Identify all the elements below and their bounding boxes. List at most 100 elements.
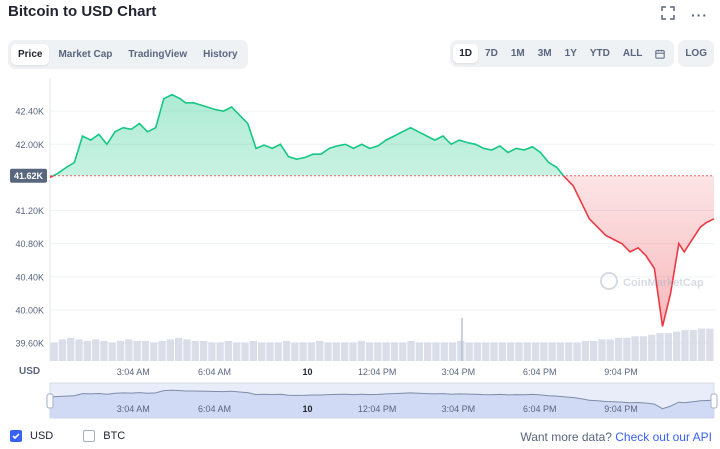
volume-bar — [141, 340, 150, 361]
volume-bar — [424, 342, 432, 361]
range-selector: 1D 7D 1M 3M 1Y YTD ALL LOG — [450, 40, 714, 67]
navigator-tick-label: 12:04 PM — [358, 404, 397, 414]
volume-bar — [357, 340, 365, 361]
price-chart[interactable]: 42.40K 42.00K 41.20K 40.80K 40.40K 40.00K 39.6… — [0, 0, 720, 425]
x-axis: 3:04 AM 6:04 AM 10 12:04 PM 3:04 PM 6:04 PM 9:… — [117, 367, 638, 377]
volume-bar — [399, 342, 407, 361]
range-group: 1D 7D 1M 3M 1Y YTD ALL — [450, 40, 675, 67]
volume-bar — [382, 342, 390, 361]
volume-bar — [349, 342, 357, 361]
volume-bar — [706, 328, 714, 361]
volume-bar — [407, 340, 415, 361]
log-scale-button[interactable]: LOG — [678, 40, 714, 67]
volume-bar — [507, 342, 515, 361]
volume-bar — [175, 337, 183, 361]
range-3m[interactable]: 3M — [537, 48, 552, 59]
volume-bar — [100, 340, 108, 361]
api-promo: Want more data? Check out our API — [520, 430, 712, 444]
fullscreen-icon[interactable] — [661, 6, 675, 23]
more-icon[interactable]: ··· — [691, 6, 708, 23]
navigator-tick-label: 3:04 PM — [442, 404, 476, 414]
area-fill-down — [50, 175, 714, 327]
range-1d[interactable]: 1D — [453, 44, 479, 63]
volume-bar — [457, 340, 465, 361]
volume-bar — [216, 342, 224, 361]
tab-market-cap[interactable]: Market Cap — [58, 49, 113, 60]
x-tick-label: 9:04 PM — [604, 367, 638, 377]
chart-type-tabs: Price Market Cap TradingView History — [8, 40, 248, 69]
volume-bar — [224, 340, 233, 361]
x-tick-label: 3:04 PM — [442, 367, 476, 377]
calendar-icon[interactable] — [649, 44, 671, 64]
watermark: CoinMarketCap — [600, 272, 704, 290]
volume-bar — [125, 339, 133, 361]
usd-checkbox[interactable] — [10, 430, 22, 442]
navigator-line — [49, 389, 715, 410]
navigator-tick-label: 10 — [302, 404, 312, 414]
volume-bar — [133, 340, 141, 361]
volume-bar — [581, 340, 589, 361]
volume-bar — [50, 342, 58, 361]
tab-tradingview[interactable]: TradingView — [128, 49, 188, 60]
tab-history[interactable]: History — [203, 49, 238, 60]
x-tick-label: 12:04 PM — [358, 367, 397, 377]
navigator: 3:04 AM 6:04 AM 10 12:04 PM 3:04 PM 6:04 PM 9:… — [46, 382, 718, 419]
y-tick-label: 40.40K — [15, 272, 44, 282]
volume-bar — [689, 330, 697, 361]
x-tick-label: 6:04 PM — [523, 367, 557, 377]
range-all[interactable]: ALL — [622, 48, 643, 59]
usd-label: USD — [30, 430, 54, 442]
navigator-tick-label: 9:04 PM — [604, 404, 638, 414]
volume-bar — [291, 342, 299, 361]
volume-bar — [606, 339, 614, 361]
volume-bar — [482, 342, 490, 361]
volume-bar — [548, 342, 556, 361]
x-tick-label: 6:04 AM — [198, 367, 231, 377]
volume-bar — [191, 340, 199, 361]
volume-bar — [415, 342, 423, 361]
volume-layer — [50, 318, 714, 361]
navigator-handle-left — [46, 393, 54, 409]
volume-bar — [341, 342, 349, 361]
volume-bar — [299, 342, 307, 361]
volume-bar — [324, 342, 332, 361]
volume-bar — [258, 342, 266, 361]
volume-bar — [515, 342, 523, 361]
current-price-badge — [10, 168, 47, 183]
volume-bar — [590, 340, 598, 361]
volume-bar — [158, 340, 166, 361]
api-link[interactable]: Check out our API — [615, 430, 712, 444]
range-1m[interactable]: 1M — [510, 48, 525, 59]
volume-bar — [490, 342, 498, 361]
volume-bar — [573, 342, 581, 361]
y-tick-label: 40.00K — [15, 305, 44, 315]
volume-bar — [540, 342, 548, 361]
volume-bar — [448, 342, 457, 361]
top-actions: ··· — [661, 6, 708, 23]
tab-price[interactable]: Price — [11, 44, 50, 65]
volume-bar — [673, 331, 681, 361]
price-line-down — [49, 175, 715, 327]
volume-bar — [92, 339, 100, 361]
current-price-label: 41.62K — [14, 171, 44, 181]
y-tick-label: 39.60K — [15, 339, 44, 349]
y-axis: 42.40K 42.00K 41.20K 40.80K 40.40K 40.00K 39.6… — [10, 107, 47, 349]
volume-bar — [365, 342, 374, 361]
volume-bar — [623, 337, 631, 361]
price-line-up — [51, 93, 565, 176]
x-tick-label: 10 — [302, 367, 312, 377]
range-7d[interactable]: 7D — [485, 48, 498, 59]
y-tick-label: 40.80K — [15, 239, 44, 249]
range-1y[interactable]: 1Y — [564, 48, 577, 59]
navigator-tick-label: 6:04 AM — [198, 404, 231, 414]
volume-bar — [75, 339, 83, 361]
watermark-text: CoinMarketCap — [623, 277, 704, 289]
volume-bar — [150, 342, 158, 361]
volume-bar — [83, 340, 91, 361]
volume-bar — [116, 340, 125, 361]
volume-bar — [664, 333, 672, 361]
btc-checkbox[interactable] — [83, 430, 96, 442]
range-ytd[interactable]: YTD — [589, 48, 610, 59]
volume-bar — [631, 336, 639, 361]
volume-bar — [307, 342, 316, 361]
